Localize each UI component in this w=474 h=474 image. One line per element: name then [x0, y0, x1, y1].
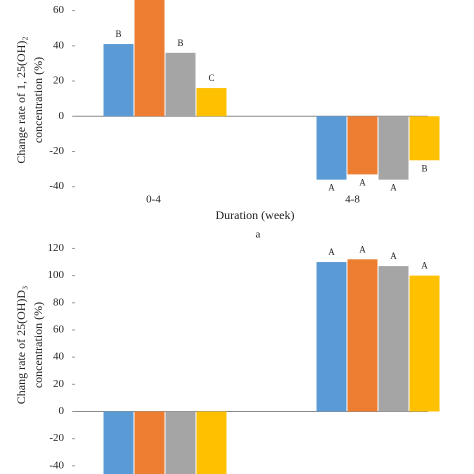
y-tick-label: 100 [48, 269, 65, 281]
bar [134, 0, 165, 117]
y-tick-label: 0 [59, 405, 65, 417]
significance-letter: A [390, 183, 397, 193]
bar [316, 262, 347, 412]
y-tick-label: 20 [53, 75, 65, 87]
significance-letter: A [328, 183, 335, 193]
bar [347, 116, 378, 175]
y-tick-label: 60 [53, 4, 65, 16]
bar [103, 44, 134, 117]
plot-area [103, 0, 440, 180]
y-tick-label: -20 [49, 432, 64, 444]
bar [196, 411, 227, 474]
significance-letter: A [421, 261, 428, 271]
bar [196, 88, 227, 117]
y-tick-label: 40 [53, 351, 65, 363]
bar [103, 411, 134, 474]
y-axis-label: Change rate of 1, 25(OH)₂ [14, 36, 28, 163]
y-tick-label: 60 [53, 323, 65, 335]
significance-letter: C [208, 73, 214, 83]
significance-letter: A [328, 247, 335, 257]
y-tick-label: -20 [49, 145, 64, 157]
significance-letter: B [421, 163, 427, 173]
y-axis-label: Chang rate of 25(OH)D₃ [14, 286, 28, 404]
significance-letter: A [390, 251, 397, 261]
significance-letter: B [115, 29, 121, 39]
y-axis-label: concentration (%) [31, 302, 45, 388]
y-tick-label: -40 [49, 459, 64, 471]
x-tick-label: 4-8 [345, 194, 360, 206]
plot-area [103, 259, 440, 474]
significance-letter: B [177, 38, 183, 48]
y-tick-label: 20 [53, 378, 65, 390]
significance-letter: A [359, 244, 366, 254]
significance-letter: A [359, 177, 366, 187]
panel-label: a [256, 229, 261, 241]
y-tick-label: 40 [53, 39, 65, 51]
y-axis-label: concentration (%) [31, 57, 45, 143]
bar [409, 275, 440, 412]
x-tick-label: 0-4 [146, 194, 161, 206]
bar [316, 116, 347, 180]
bar [165, 52, 196, 117]
y-tick-label: 80 [53, 296, 65, 308]
y-tick-label: 120 [48, 242, 65, 254]
bar [347, 259, 378, 412]
y-tick-label: -40 [49, 180, 64, 192]
bar [409, 116, 440, 161]
bar [378, 116, 409, 180]
bar [378, 266, 409, 412]
bar [165, 411, 196, 474]
bar [134, 411, 165, 474]
x-axis-label: Duration (week) [216, 208, 295, 222]
y-tick-label: 0 [59, 110, 65, 122]
